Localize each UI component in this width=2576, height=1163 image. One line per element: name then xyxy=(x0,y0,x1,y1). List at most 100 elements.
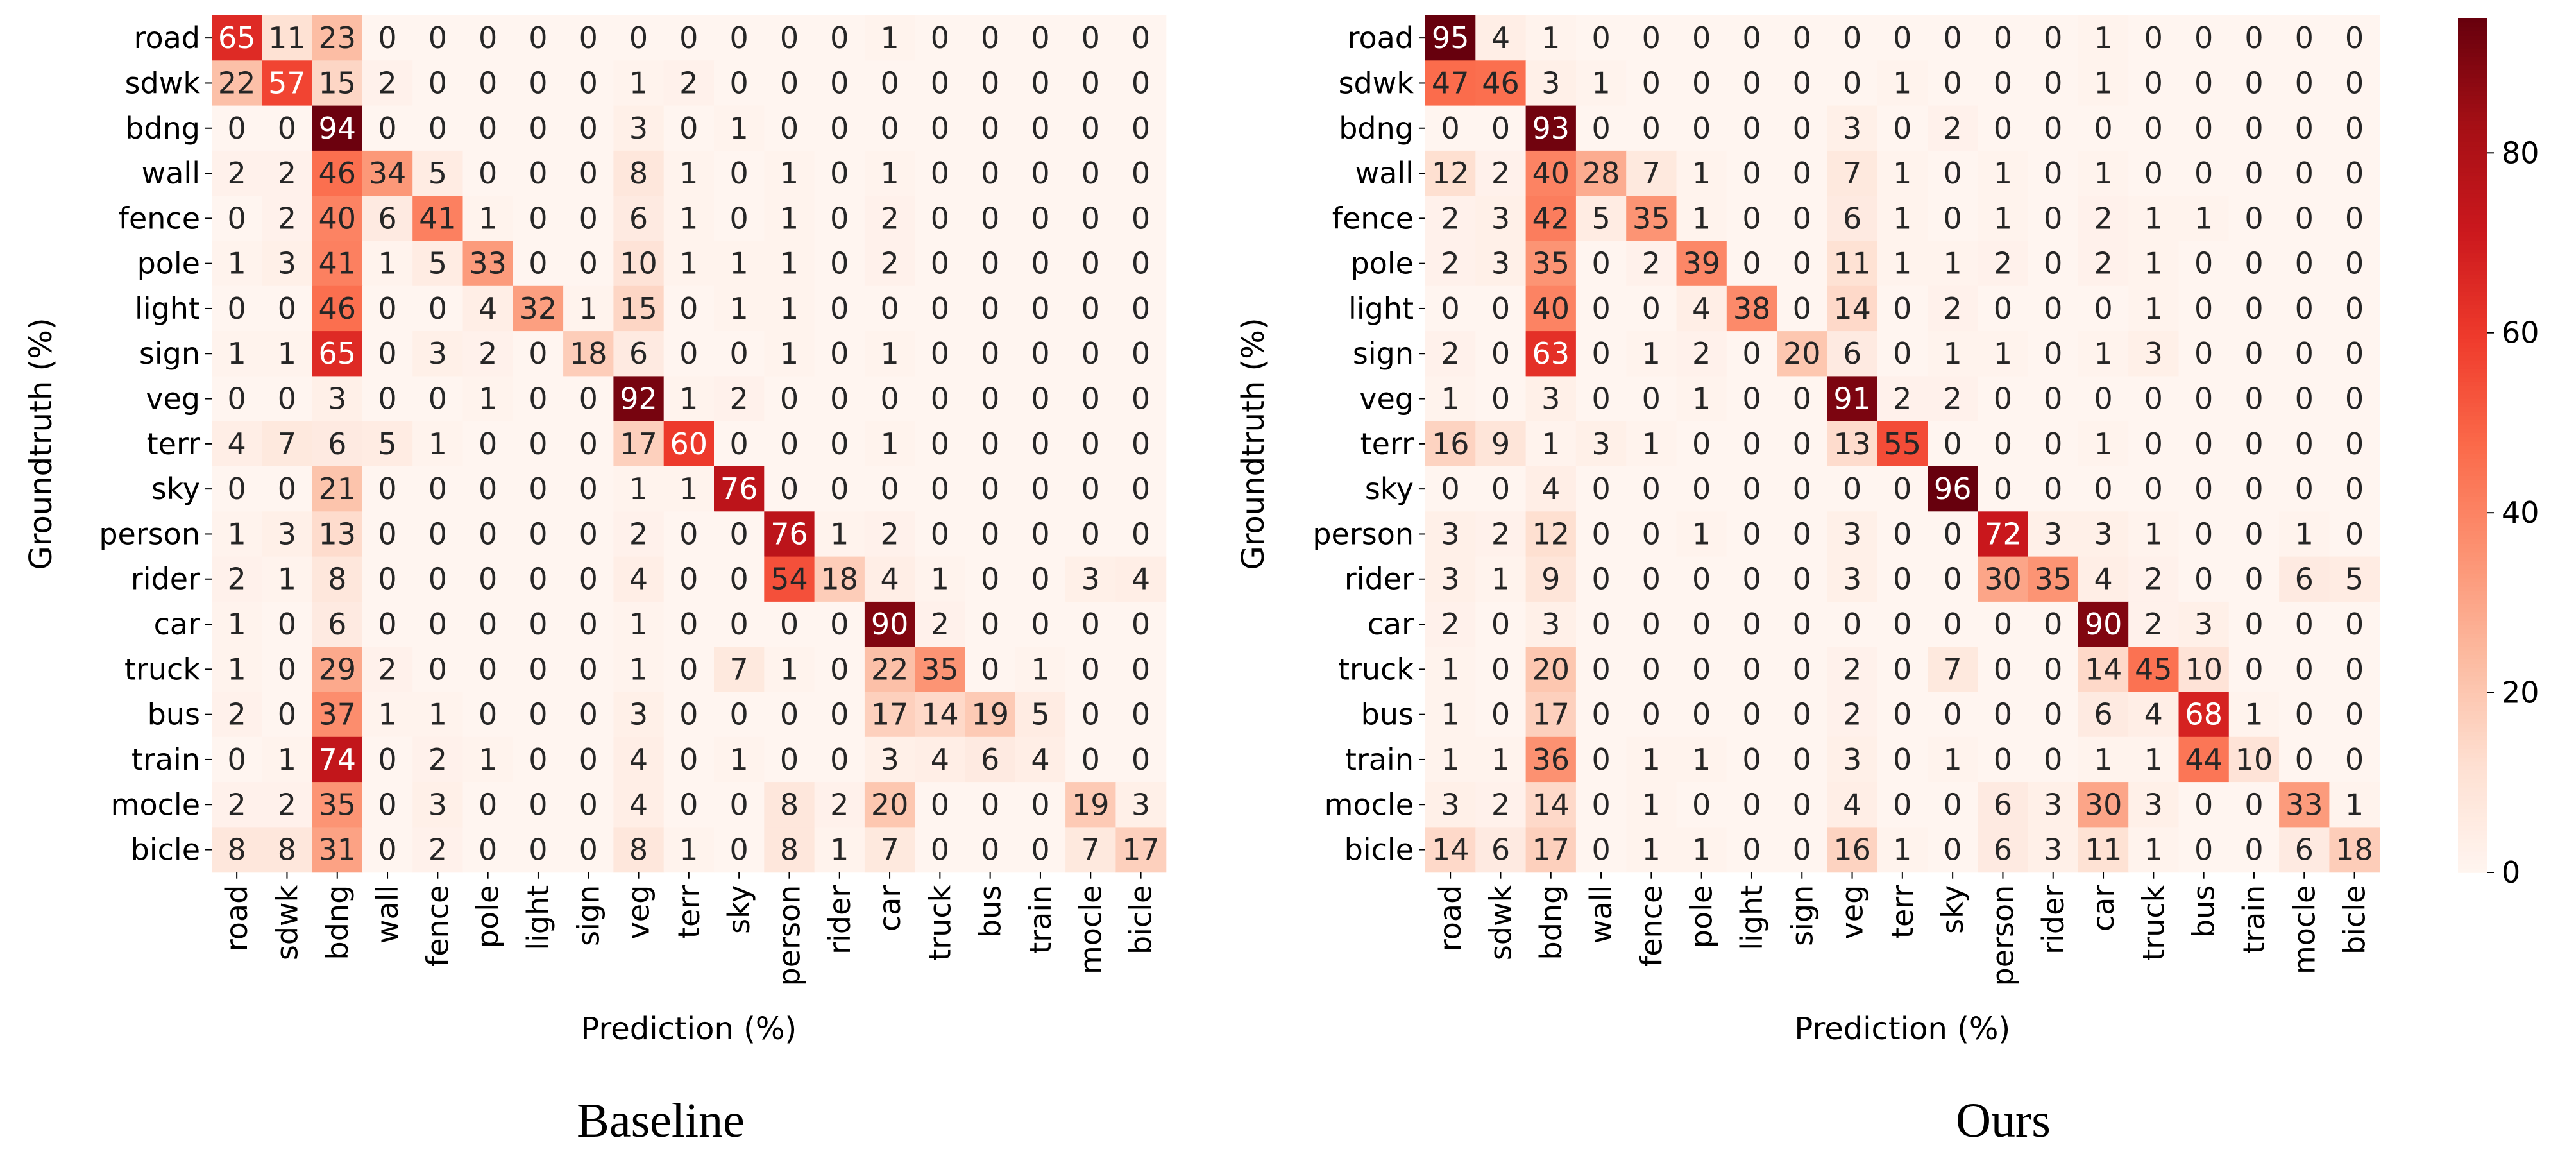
heatmap-cell xyxy=(312,782,363,828)
cell-value: 0 xyxy=(479,156,497,191)
heatmap-cell xyxy=(1676,647,1727,693)
heatmap-cell xyxy=(262,511,313,557)
colorbar-segment xyxy=(2458,389,2487,395)
cell-value: 0 xyxy=(1591,742,1610,777)
cell-value: 2 xyxy=(931,607,949,641)
heatmap-cell xyxy=(312,421,363,467)
heatmap-cell xyxy=(1015,376,1066,422)
heatmap-cell xyxy=(563,466,614,512)
heatmap-cell xyxy=(312,692,363,738)
heatmap-cell xyxy=(1827,376,1878,422)
heatmap-cell xyxy=(1475,827,1527,873)
cell-value: 0 xyxy=(2044,652,2062,686)
heatmap-cell xyxy=(1525,601,1577,647)
heatmap-cell xyxy=(2028,647,2079,693)
cell-value: 10 xyxy=(620,246,657,281)
cell-value: 10 xyxy=(2235,742,2273,777)
cell-value: 0 xyxy=(579,201,598,235)
heatmap-cell xyxy=(1827,196,1878,242)
heatmap-cell xyxy=(1827,736,1878,783)
cell-value: 0 xyxy=(830,201,849,235)
cell-value: 0 xyxy=(931,833,949,867)
heatmap-cell xyxy=(814,196,865,242)
heatmap-cell xyxy=(262,285,313,332)
cell-value: 1 xyxy=(2094,65,2112,100)
cell-value: 1 xyxy=(2345,787,2364,822)
colorbar-segment xyxy=(2458,573,2487,579)
heatmap-cell xyxy=(663,421,715,467)
heatmap-cell xyxy=(714,782,765,828)
colorbar-segment xyxy=(2458,415,2487,420)
colorbar-segment xyxy=(2458,291,2487,296)
cell-value: 0 xyxy=(1031,427,1049,461)
colorbar-segment xyxy=(2458,56,2487,62)
heatmap-cell xyxy=(2028,827,2079,873)
colorbar-segment xyxy=(2458,659,2487,664)
heatmap-cell xyxy=(1115,331,1167,377)
cell-value: 6 xyxy=(1843,201,1861,235)
cell-value: 0 xyxy=(730,607,749,641)
heatmap-cell xyxy=(2028,60,2079,106)
colorbar-segment xyxy=(2458,304,2487,309)
heatmap-cell xyxy=(2128,827,2180,873)
colorbar-segment xyxy=(2458,351,2487,356)
heatmap-cell xyxy=(1626,782,1677,828)
colorbar-segment xyxy=(2458,868,2487,873)
cell-value: 0 xyxy=(529,607,547,641)
cell-value: 46 xyxy=(319,291,357,326)
colorbar-segment xyxy=(2458,860,2487,865)
cell-value: 0 xyxy=(1591,652,1610,686)
cell-value: 1 xyxy=(2144,246,2163,281)
cell-value: 76 xyxy=(720,471,758,506)
cell-value: 0 xyxy=(1944,697,1962,732)
cell-value: 0 xyxy=(1081,65,1100,100)
cell-value: 1 xyxy=(227,336,246,371)
heatmap-cell xyxy=(1475,196,1527,242)
heatmap-cell xyxy=(412,601,464,647)
heatmap-cell xyxy=(1015,285,1066,332)
heatmap-cell xyxy=(1676,782,1727,828)
cell-value: 0 xyxy=(931,246,949,281)
colorbar-segment xyxy=(2458,539,2487,544)
heatmap-cell xyxy=(462,105,514,151)
heatmap-cell xyxy=(915,601,966,647)
heatmap-cell xyxy=(965,511,1016,557)
cell-value: 0 xyxy=(378,833,396,867)
cell-value: 0 xyxy=(479,562,497,597)
colorbar-segment xyxy=(2458,847,2487,852)
heatmap-cell xyxy=(2028,196,2079,242)
cell-value: 0 xyxy=(428,111,447,146)
heatmap-cell xyxy=(1115,466,1167,512)
cell-value: 0 xyxy=(1642,65,1661,100)
cell-value: 72 xyxy=(1984,516,2022,551)
colorbar-tick-label: 20 xyxy=(2502,675,2539,710)
heatmap-cell xyxy=(764,105,815,151)
cell-value: 0 xyxy=(479,65,497,100)
cell-value: 0 xyxy=(1994,382,2012,416)
cell-value: 3 xyxy=(328,382,346,416)
heatmap-cell xyxy=(663,15,715,61)
heatmap-cell xyxy=(1015,782,1066,828)
colorbar-segment xyxy=(2458,155,2487,160)
colorbar-segment xyxy=(2458,78,2487,83)
heatmap-cell xyxy=(2329,511,2380,557)
cell-value: 0 xyxy=(1692,607,1711,641)
heatmap-cell xyxy=(2178,827,2230,873)
heatmap-cell xyxy=(2178,647,2230,693)
cell-value: 1 xyxy=(2144,291,2163,326)
heatmap-cell xyxy=(714,60,765,106)
cell-value: 5 xyxy=(428,246,447,281)
cell-value: 1 xyxy=(2295,516,2314,551)
heatmap-cell xyxy=(2078,736,2129,783)
heatmap-cell xyxy=(613,782,665,828)
cell-value: 0 xyxy=(2094,111,2112,146)
cell-value: 1 xyxy=(1441,652,1460,686)
heatmap-cell xyxy=(1575,60,1627,106)
cell-value: 0 xyxy=(1131,382,1150,416)
cell-value: 0 xyxy=(2244,607,2263,641)
colorbar-segment xyxy=(2458,534,2487,540)
heatmap-cell xyxy=(613,601,665,647)
cell-value: 0 xyxy=(1742,471,1761,506)
colorbar-segment xyxy=(2458,219,2487,224)
cell-value: 41 xyxy=(419,201,457,235)
